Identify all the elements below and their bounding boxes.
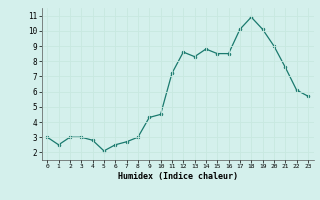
X-axis label: Humidex (Indice chaleur): Humidex (Indice chaleur) <box>118 172 237 181</box>
